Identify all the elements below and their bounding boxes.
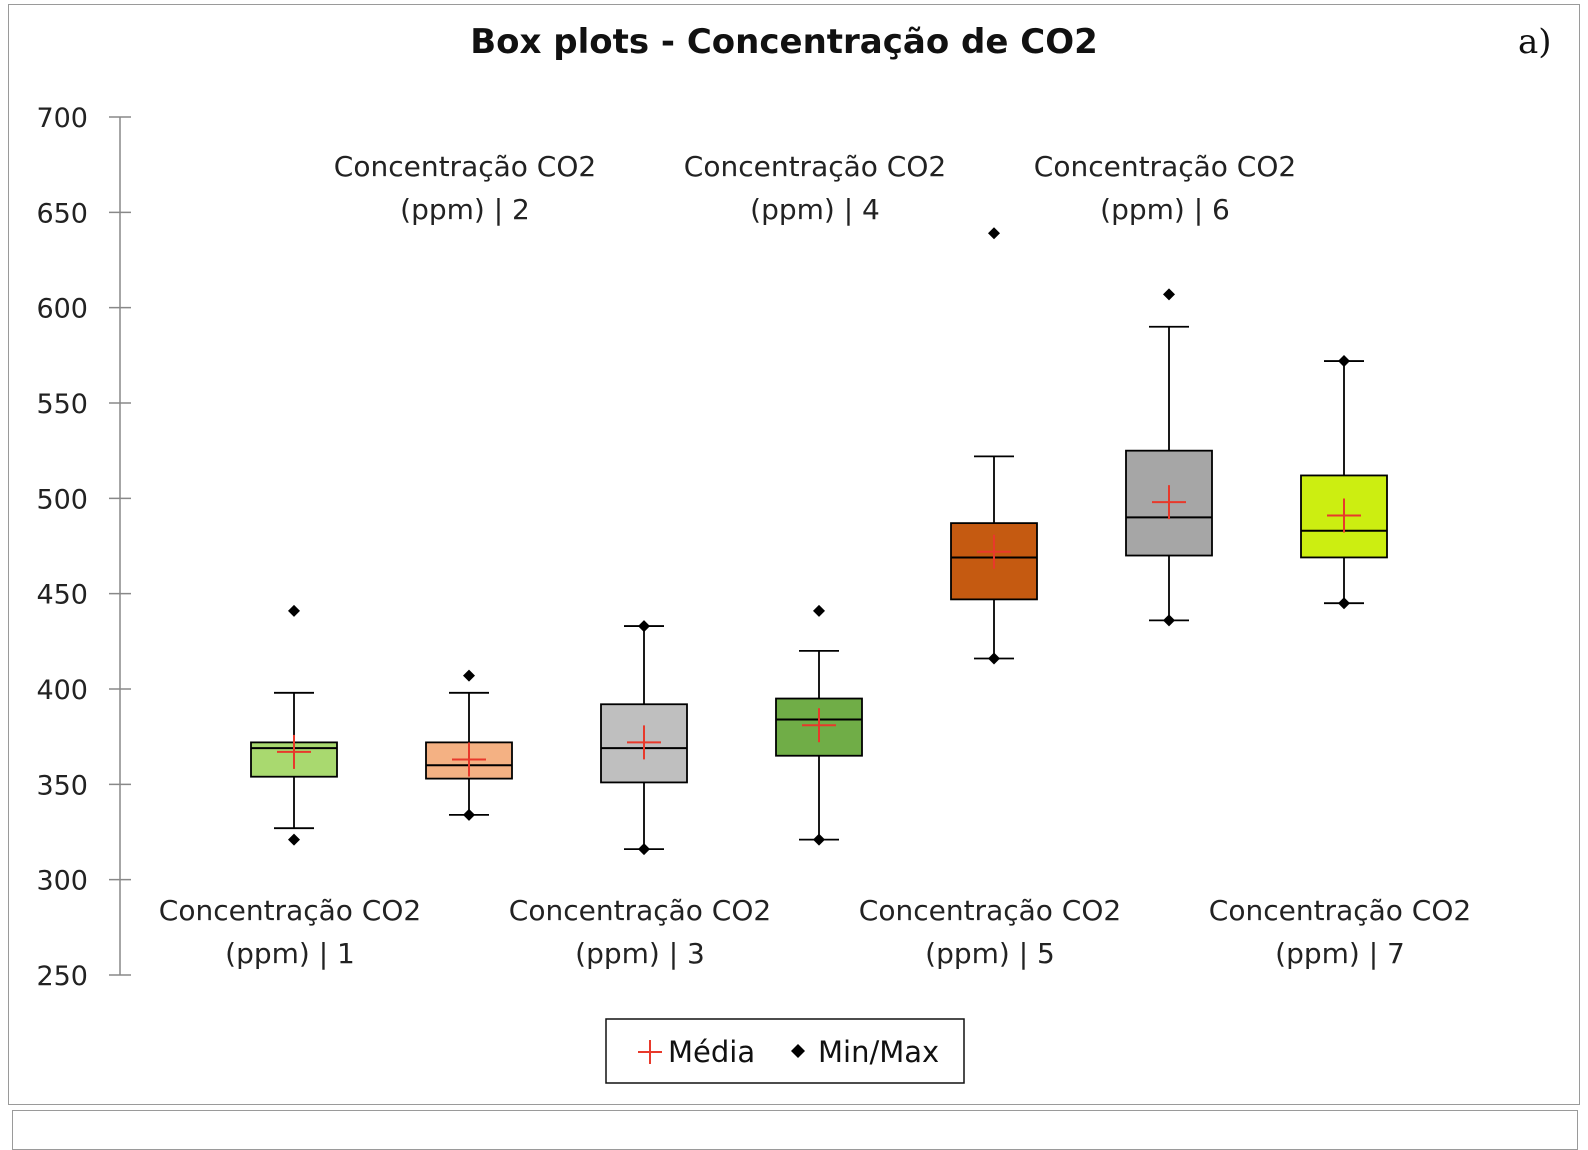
box-plot-6 (1125, 288, 1213, 627)
panel-label: a) (1518, 22, 1552, 62)
max-marker (1338, 355, 1350, 368)
y-tick-label: 400 (36, 675, 88, 706)
category-label-4: (ppm) | 4 (750, 193, 880, 226)
y-tick-label: 350 (36, 770, 88, 801)
box-iqr (775, 697, 863, 757)
y-tick-label: 600 (36, 294, 88, 325)
min-marker (288, 833, 300, 846)
box-plot-2 (425, 669, 513, 821)
category-label-7: Concentração CO2 (1209, 894, 1471, 927)
max-marker (813, 604, 825, 617)
box-plot-7 (1300, 355, 1388, 610)
y-tick-label: 550 (36, 389, 88, 420)
box-plot-4 (775, 604, 863, 846)
max-marker (463, 669, 475, 682)
category-label-5: (ppm) | 5 (925, 937, 1055, 970)
y-tick-label: 700 (36, 103, 88, 134)
min-marker (988, 652, 1000, 665)
min-marker (1338, 597, 1350, 610)
chart-title: Box plots - Concentração de CO2 (470, 22, 1098, 62)
min-marker (1163, 614, 1175, 627)
min-marker (813, 833, 825, 846)
category-label-1: Concentração CO2 (159, 894, 421, 927)
legend: Média Min/Max (605, 1018, 965, 1084)
max-marker (988, 227, 1000, 240)
y-tick-label: 250 (36, 961, 88, 992)
category-label-6: (ppm) | 6 (1100, 193, 1230, 226)
max-marker (638, 620, 650, 633)
max-marker (1163, 288, 1175, 301)
min-marker (463, 808, 475, 821)
boxes (250, 227, 1388, 856)
y-tick-label: 500 (36, 484, 88, 515)
legend-box (605, 1018, 965, 1084)
box-plot-3 (600, 620, 688, 856)
category-labels: Concentração CO2 (ppm) | 1 Concentração CO… (159, 150, 1471, 970)
y-tick-label: 650 (36, 198, 88, 229)
box-plot-1 (250, 604, 338, 846)
y-tick-label: 300 (36, 866, 88, 897)
y-axis: 250 300 350 400 450 500 550 600 650 700 (36, 103, 131, 992)
legend-mean-marker (638, 1040, 662, 1064)
legend-mean-label: Média (668, 1035, 755, 1069)
min-marker (638, 843, 650, 856)
category-label-6: Concentração CO2 (1034, 150, 1296, 183)
category-label-4: Concentração CO2 (684, 150, 946, 183)
legend-minmax-marker (791, 1044, 805, 1058)
box-plot-5 (950, 227, 1038, 665)
category-label-3: (ppm) | 3 (575, 937, 705, 970)
legend-minmax-label: Min/Max (818, 1035, 939, 1069)
category-label-1: (ppm) | 1 (225, 937, 355, 970)
category-label-2: Concentração CO2 (334, 150, 596, 183)
category-label-5: Concentração CO2 (859, 894, 1121, 927)
category-label-2: (ppm) | 2 (400, 193, 530, 226)
max-marker (288, 604, 300, 617)
category-label-7: (ppm) | 7 (1275, 937, 1405, 970)
category-label-3: Concentração CO2 (509, 894, 771, 927)
y-tick-label: 450 (36, 580, 88, 611)
